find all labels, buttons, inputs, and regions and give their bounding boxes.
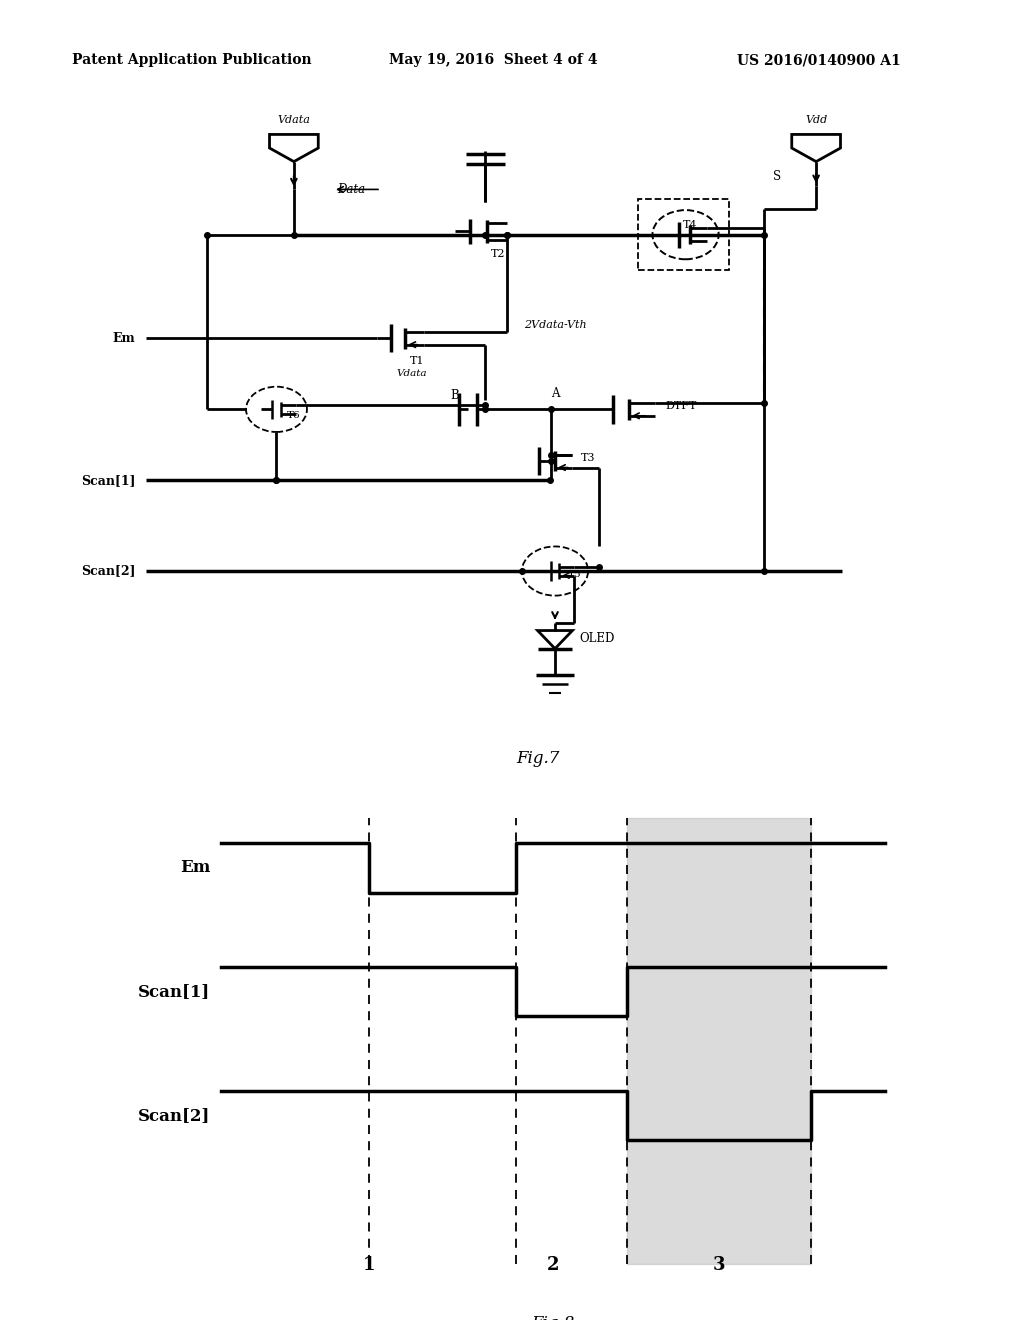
Text: Data: Data	[338, 183, 366, 195]
Bar	[627, 818, 811, 1265]
Text: B: B	[451, 388, 460, 401]
Text: 2: 2	[547, 1255, 559, 1274]
Text: 3: 3	[713, 1255, 725, 1274]
Text: DTFT: DTFT	[666, 401, 697, 411]
Text: Em: Em	[113, 331, 135, 345]
Text: T6: T6	[287, 412, 301, 420]
Text: T5: T5	[568, 570, 582, 578]
Text: Scan[1]: Scan[1]	[81, 474, 135, 487]
Text: Vdata: Vdata	[278, 115, 310, 125]
Text: T4: T4	[683, 220, 697, 230]
Text: Scan[2]: Scan[2]	[138, 1107, 210, 1123]
Text: Vdd: Vdd	[805, 115, 827, 125]
Text: Vdata: Vdata	[396, 370, 427, 379]
Text: T2: T2	[492, 249, 506, 259]
Text: Fig.7: Fig.7	[516, 750, 559, 767]
Text: S: S	[773, 170, 781, 183]
Text: Fig.8: Fig.8	[531, 1315, 574, 1320]
Text: US 2016/0140900 A1: US 2016/0140900 A1	[737, 53, 901, 67]
Text: OLED: OLED	[580, 632, 614, 645]
Text: T1: T1	[411, 356, 425, 366]
Text: Scan[2]: Scan[2]	[81, 565, 135, 578]
Text: 1: 1	[362, 1255, 375, 1274]
Text: T3: T3	[582, 453, 596, 463]
Text: Patent Application Publication: Patent Application Publication	[72, 53, 311, 67]
Bar	[638, 199, 729, 271]
Text: Scan[1]: Scan[1]	[138, 983, 210, 1001]
Text: May 19, 2016  Sheet 4 of 4: May 19, 2016 Sheet 4 of 4	[389, 53, 598, 67]
Text: Em: Em	[180, 859, 210, 876]
Text: A: A	[551, 387, 559, 400]
Text: 2Vdata-Vth: 2Vdata-Vth	[523, 321, 587, 330]
